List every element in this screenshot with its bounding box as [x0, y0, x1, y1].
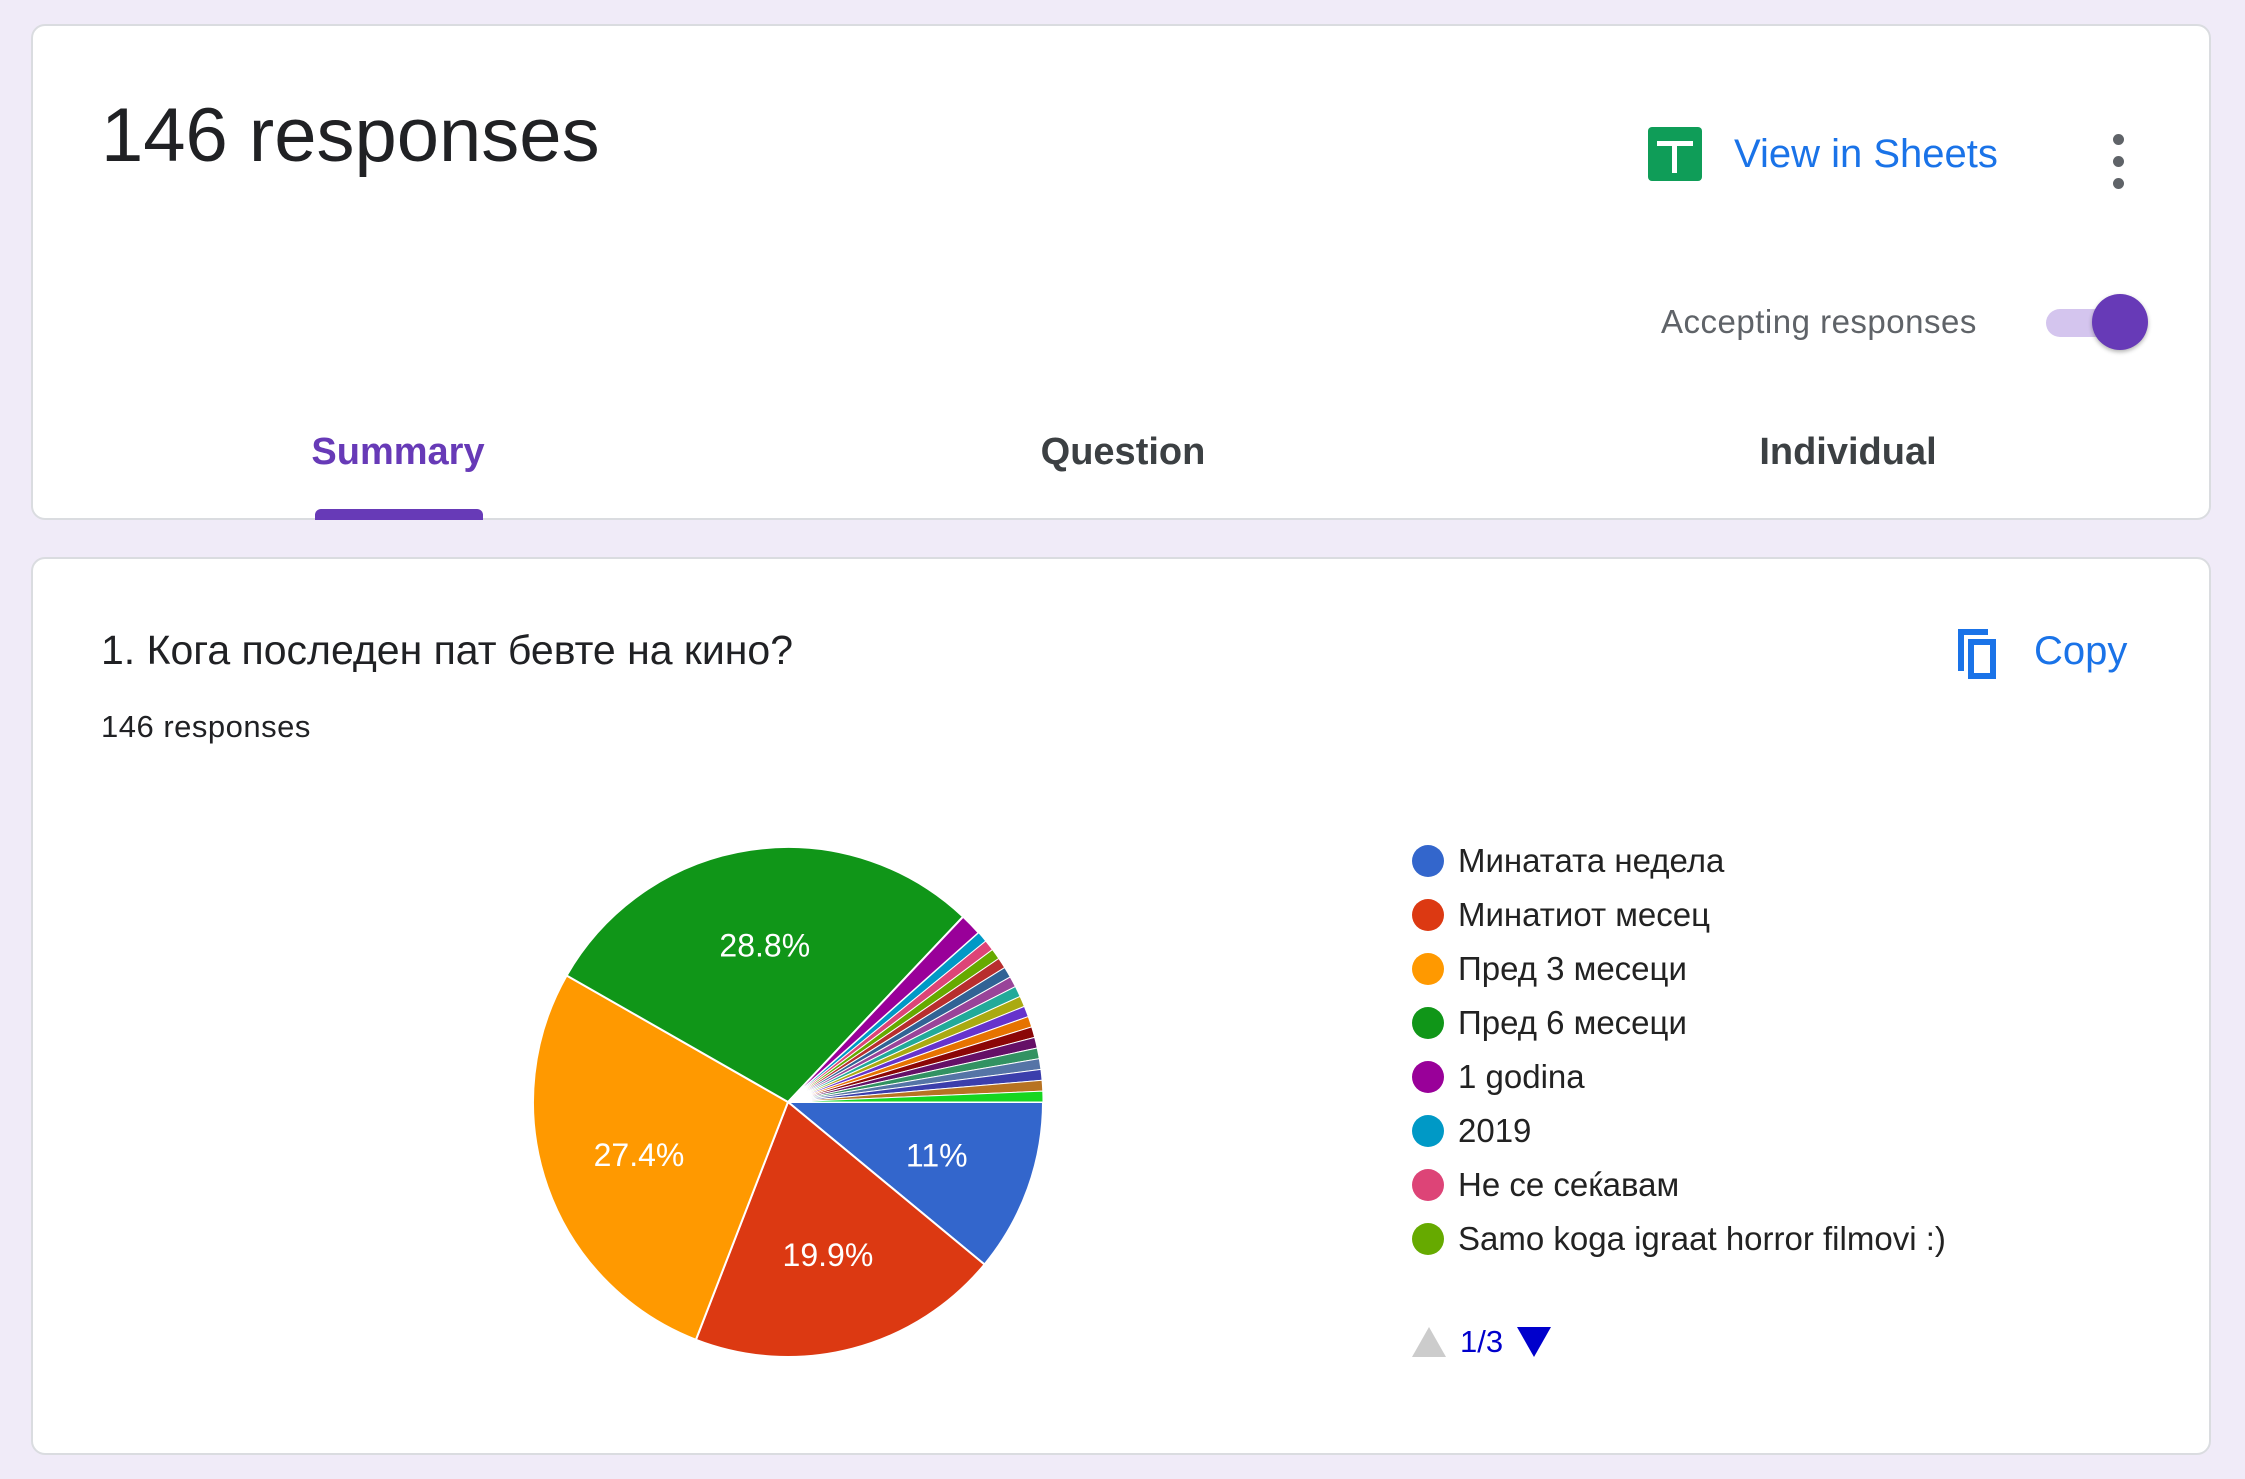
legend-dot [1412, 953, 1444, 985]
legend-label: Пред 3 месеци [1458, 950, 1687, 987]
legend-label: Пред 6 месеци [1458, 1004, 1687, 1041]
accepting-responses-label: Accepting responses [1661, 303, 1977, 340]
legend-label: Не се сеќавам [1458, 1166, 1680, 1203]
question-responses-count: 146 responses [101, 709, 311, 744]
active-tab-indicator [315, 509, 483, 520]
pie-slice[interactable] [787, 1090, 1044, 1103]
legend-page-indicator: 1/3 [1460, 1324, 1504, 1359]
legend-item: Не се сеќавам [1412, 1158, 1946, 1212]
sheets-icon [1648, 127, 1702, 181]
legend-item: Пред 3 месеци [1412, 942, 1946, 996]
next-page-icon[interactable] [1517, 1327, 1552, 1357]
accepting-responses-toggle[interactable] [2040, 293, 2150, 353]
legend-dot [1412, 1115, 1444, 1147]
view-in-sheets-button[interactable]: View in Sheets [1648, 112, 1998, 196]
previous-page-icon [1412, 1327, 1446, 1357]
slice-percent-label: 27.4% [594, 1137, 685, 1173]
copy-label: Copy [2034, 628, 2128, 673]
tab-individual[interactable]: Individual [1759, 431, 1937, 473]
legend-dot [1412, 1061, 1444, 1093]
more-vert-icon [2113, 178, 2124, 189]
legend-dot [1412, 899, 1444, 931]
pie-chart: 11% 19.9% 27.4% 28.8% [532, 846, 1045, 1358]
responses-title: 146 responses [101, 93, 600, 178]
more-vert-icon [2113, 134, 2124, 145]
slice-percent-label: 28.8% [719, 928, 810, 964]
legend-dot [1412, 1007, 1444, 1039]
responses-header-card: 146 responses View in Sheets Accepting r… [31, 24, 2211, 520]
legend-item: Минатата недела [1412, 834, 1946, 888]
more-options-button[interactable] [2108, 134, 2128, 190]
legend-item: Пред 6 месеци [1412, 996, 1946, 1050]
toggle-thumb [2092, 294, 2148, 350]
legend-dot [1412, 845, 1444, 877]
legend-label: Samo koga igraat horror filmovi :) [1458, 1220, 1946, 1257]
legend-label: Минатата недела [1458, 842, 1725, 879]
question-summary-card: 1. Кога последен пат бевте на кино? 146 … [31, 557, 2211, 1455]
legend-item: Минатиот месец [1412, 888, 1946, 942]
legend-dot [1412, 1169, 1444, 1201]
legend-label: 1 godina [1458, 1058, 1585, 1095]
legend-item: 2019 [1412, 1104, 1946, 1158]
pie-slice[interactable] [565, 846, 965, 1104]
legend-item: 1 godina [1412, 1050, 1946, 1104]
question-title: 1. Кога последен пат бевте на кино? [101, 627, 794, 673]
slice-percent-label: 11% [906, 1138, 968, 1174]
slice-percent-label: 19.9% [783, 1237, 874, 1273]
more-vert-icon [2113, 156, 2124, 167]
legend-item: Samo koga igraat horror filmovi :) [1412, 1212, 1946, 1266]
tab-summary[interactable]: Summary [311, 431, 485, 473]
legend-dot [1412, 1223, 1444, 1255]
legend-label: Минатиот месец [1458, 896, 1711, 933]
pie-slice[interactable] [694, 1100, 986, 1358]
view-in-sheets-label: View in Sheets [1734, 131, 1998, 176]
copy-icon [1958, 629, 1996, 679]
legend-pager: 1/3 [1412, 1317, 1552, 1367]
chart-legend: Минатата недела Минатиот месец Пред 3 ме… [1412, 834, 1946, 1266]
copy-chart-button[interactable]: Copy [1946, 611, 2127, 691]
pie-slice[interactable] [785, 1101, 1045, 1266]
tab-question[interactable]: Question [1040, 431, 1206, 473]
legend-label: 2019 [1458, 1112, 1532, 1149]
